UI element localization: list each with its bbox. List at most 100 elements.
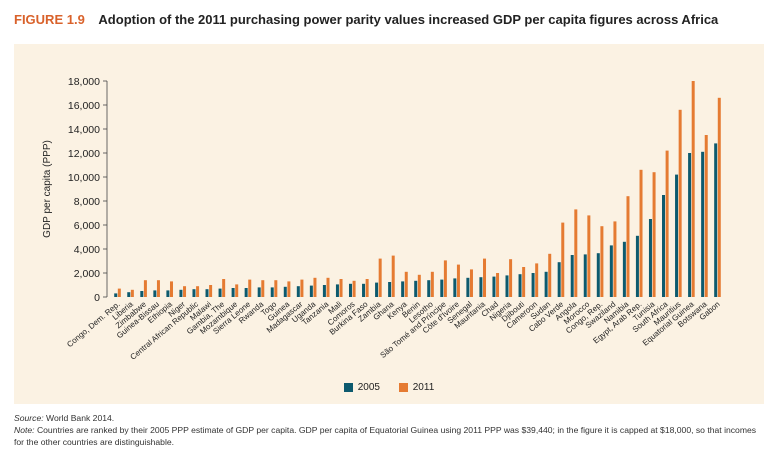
source-text: World Bank 2014. bbox=[46, 413, 115, 423]
bar-2011 bbox=[261, 280, 265, 297]
bar-2005 bbox=[153, 290, 157, 297]
bar-2011 bbox=[300, 279, 304, 297]
bar-2005 bbox=[466, 277, 470, 297]
bar-2011 bbox=[365, 279, 369, 297]
legend-item-2005: 2005 bbox=[343, 382, 380, 393]
bar-2011 bbox=[548, 253, 552, 297]
bar-2005 bbox=[544, 271, 548, 297]
bar-2011 bbox=[169, 281, 173, 297]
bar-2011 bbox=[561, 222, 565, 297]
bar-2005 bbox=[701, 151, 705, 297]
bar-2005 bbox=[675, 174, 679, 297]
bar-2011 bbox=[535, 263, 539, 297]
note-line: Note: Countries are ranked by their 2005… bbox=[14, 424, 764, 448]
y-tick-label: 8,000 bbox=[74, 196, 100, 208]
bar-2011 bbox=[639, 169, 643, 297]
bar-2005 bbox=[231, 288, 235, 297]
bar-2005 bbox=[348, 283, 352, 297]
bar-2005 bbox=[531, 273, 535, 297]
y-tick-label: 4,000 bbox=[74, 244, 100, 256]
bar-2011 bbox=[235, 284, 239, 297]
bar-2011 bbox=[156, 280, 160, 297]
bar-2005 bbox=[283, 286, 287, 297]
bar-2005 bbox=[362, 283, 366, 297]
bar-2005 bbox=[505, 275, 509, 297]
chart-panel: GDP per capita (PPP) 0 2,000 4,000 6,000 8,00… bbox=[14, 44, 764, 404]
bar-2011 bbox=[326, 277, 330, 297]
bar-2005 bbox=[596, 253, 600, 297]
figure-title: Adoption of the 2011 purchasing power pa… bbox=[98, 12, 719, 27]
bar-2005 bbox=[257, 287, 261, 297]
bar-2011 bbox=[430, 271, 434, 297]
bar-2005 bbox=[270, 287, 274, 297]
note-label: Note: bbox=[14, 425, 35, 435]
bar-2005 bbox=[492, 276, 496, 297]
legend-label-2005: 2005 bbox=[357, 382, 380, 393]
bar-2005 bbox=[388, 282, 392, 297]
bar-2005 bbox=[127, 292, 131, 297]
legend-item-2011: 2011 bbox=[398, 382, 435, 393]
bar-2011 bbox=[600, 226, 604, 297]
legend-swatch-2011 bbox=[398, 383, 408, 392]
legend-label-2011: 2011 bbox=[412, 382, 435, 393]
bar-2011 bbox=[652, 172, 656, 297]
bar-2011 bbox=[717, 97, 721, 297]
bar-2005 bbox=[309, 285, 313, 297]
bar-2011 bbox=[613, 221, 617, 297]
bar-2011 bbox=[391, 255, 395, 297]
figure-label: FIGURE 1.9 bbox=[14, 12, 85, 27]
legend-swatch-2005 bbox=[343, 383, 353, 392]
bar-2005 bbox=[440, 279, 444, 297]
bar-2005 bbox=[688, 153, 692, 297]
bar-2011 bbox=[574, 209, 578, 297]
bar-2005 bbox=[166, 290, 170, 297]
bar-2011 bbox=[587, 215, 591, 297]
bar-2011 bbox=[378, 258, 382, 297]
bar-2011 bbox=[678, 109, 682, 297]
bar-2005 bbox=[179, 289, 183, 297]
bar-2011 bbox=[352, 280, 356, 297]
bar-2011 bbox=[130, 289, 134, 297]
bar-2005 bbox=[114, 293, 118, 297]
y-tick-label: 0 bbox=[94, 292, 100, 304]
bar-2005 bbox=[479, 277, 483, 297]
bar-2005 bbox=[335, 284, 339, 297]
y-tick-label: 2,000 bbox=[74, 268, 100, 280]
bar-2011 bbox=[404, 271, 408, 297]
y-tick-label: 12,000 bbox=[68, 148, 100, 160]
bar-2005 bbox=[322, 285, 326, 297]
bar-2011 bbox=[456, 264, 460, 297]
bar-2005 bbox=[192, 289, 196, 297]
figure-footer: Source: World Bank 2014. Note: Countries… bbox=[14, 412, 764, 448]
bar-2005 bbox=[622, 241, 626, 297]
bar-2005 bbox=[583, 254, 587, 297]
bar-2005 bbox=[714, 143, 718, 297]
bar-2005 bbox=[375, 282, 379, 297]
bar-2011 bbox=[665, 150, 669, 297]
bar-2011 bbox=[691, 81, 695, 297]
bar-2005 bbox=[570, 255, 574, 297]
chart-legend: 2005 2011 bbox=[14, 382, 764, 395]
source-label: Source: bbox=[14, 413, 44, 423]
bar-2011 bbox=[248, 279, 252, 297]
bar-2005 bbox=[609, 245, 613, 297]
bar-2005 bbox=[427, 280, 431, 297]
y-tick-label: 10,000 bbox=[68, 172, 100, 184]
bar-2005 bbox=[518, 274, 522, 297]
bar-2011 bbox=[443, 260, 447, 297]
bar-2005 bbox=[414, 280, 418, 297]
bar-2011 bbox=[483, 258, 487, 297]
bar-2005 bbox=[635, 235, 639, 297]
figure-title-bar: FIGURE 1.9 Adoption of the 2011 purchasi… bbox=[14, 12, 764, 27]
x-tick-label: Congo, Dem. Rep. bbox=[65, 300, 122, 349]
y-tick-label: 14,000 bbox=[68, 124, 100, 136]
bar-2011 bbox=[509, 259, 513, 297]
bar-2005 bbox=[296, 286, 300, 297]
bar-2011 bbox=[183, 286, 187, 297]
bar-2011 bbox=[469, 269, 473, 297]
bar-2011 bbox=[626, 196, 630, 297]
bar-2011 bbox=[313, 277, 317, 297]
source-line: Source: World Bank 2014. bbox=[14, 412, 764, 424]
bar-2011 bbox=[339, 279, 343, 297]
y-tick-label: 6,000 bbox=[74, 220, 100, 232]
